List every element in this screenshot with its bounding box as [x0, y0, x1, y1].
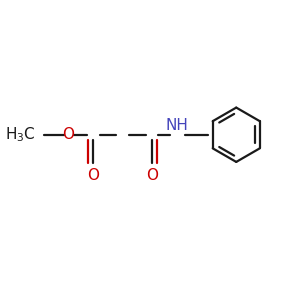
Text: NH: NH [165, 118, 188, 134]
Text: O: O [146, 168, 158, 183]
Text: O: O [62, 127, 74, 142]
Text: O: O [88, 168, 100, 183]
Text: H$_3$C: H$_3$C [4, 125, 35, 144]
